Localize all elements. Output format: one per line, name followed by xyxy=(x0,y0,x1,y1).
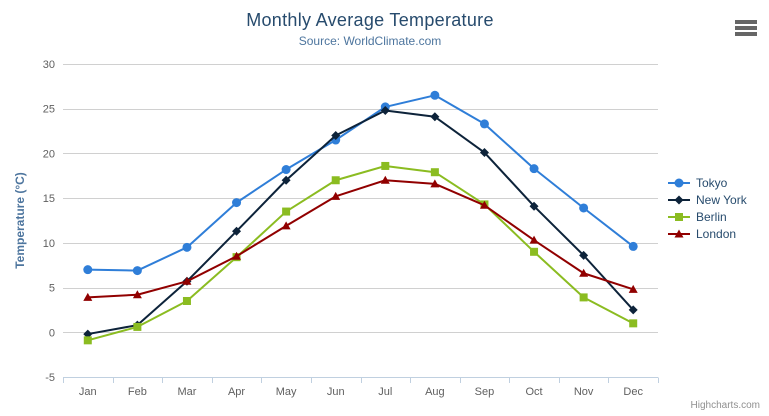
data-point-marker-diamond[interactable] xyxy=(674,195,684,204)
y-axis-tick-label: 0 xyxy=(49,327,55,339)
y-axis-title: Temperature (°C) xyxy=(13,172,27,269)
y-axis-tick-label: 30 xyxy=(43,59,55,71)
data-point-marker-diamond[interactable] xyxy=(628,305,638,315)
legend-item-label: Berlin xyxy=(696,209,727,224)
data-point-marker-diamond[interactable] xyxy=(331,131,341,141)
x-axis-label: Jul xyxy=(378,386,392,398)
legend-item-label: London xyxy=(696,226,737,241)
series-line[interactable] xyxy=(86,109,635,336)
data-point-marker-triangle[interactable] xyxy=(529,235,539,244)
data-point-marker-triangle[interactable] xyxy=(579,268,589,277)
data-point-marker-square[interactable] xyxy=(182,296,191,305)
data-point-marker-square[interactable] xyxy=(579,293,588,302)
data-point-marker-diamond[interactable] xyxy=(430,112,440,122)
series-line[interactable] xyxy=(86,164,635,342)
legend-item-new-york[interactable]: New York xyxy=(668,191,747,208)
legend-marker-circle-icon xyxy=(668,178,690,187)
x-axis-label: May xyxy=(276,386,297,398)
data-point-marker-circle[interactable] xyxy=(281,165,291,175)
data-point-marker-square[interactable] xyxy=(282,207,291,216)
data-point-marker-diamond[interactable] xyxy=(479,148,489,158)
data-point-marker-square[interactable] xyxy=(381,161,390,170)
legend-item-tokyo[interactable]: Tokyo xyxy=(668,174,747,191)
y-axis-tick-label: 25 xyxy=(43,104,55,116)
data-point-marker-triangle[interactable] xyxy=(331,191,341,200)
data-point-marker-circle[interactable] xyxy=(479,119,489,129)
legend-marker-diamond-icon xyxy=(668,195,690,204)
chart-subtitle: Source: WorldClimate.com xyxy=(298,34,442,48)
legend-marker-triangle-icon xyxy=(668,229,690,237)
y-axis-tick-label: 5 xyxy=(49,283,55,295)
data-point-marker-triangle[interactable] xyxy=(430,179,440,188)
data-point-marker-diamond[interactable] xyxy=(281,175,291,185)
x-axis-label: Oct xyxy=(525,386,542,398)
series-new-york xyxy=(83,106,638,339)
y-axis-tick-label: -5 xyxy=(45,372,55,384)
x-axis-label: Apr xyxy=(228,386,245,398)
export-menu-button[interactable] xyxy=(735,20,757,36)
data-point-marker-circle[interactable] xyxy=(529,164,539,174)
y-axis-tick-label: 10 xyxy=(43,238,55,250)
data-point-marker-diamond[interactable] xyxy=(579,250,589,260)
data-point-marker-square[interactable] xyxy=(133,322,142,331)
data-point-marker-triangle[interactable] xyxy=(674,229,684,237)
series-london xyxy=(83,175,638,301)
x-axis-label: Nov xyxy=(574,386,594,398)
legend-item-label: Tokyo xyxy=(696,175,728,190)
x-axis-label: Jun xyxy=(327,386,345,398)
series-line[interactable] xyxy=(86,179,635,299)
data-point-marker-triangle[interactable] xyxy=(479,200,489,209)
data-point-marker-circle[interactable] xyxy=(628,241,638,251)
y-axis-tick-label: 15 xyxy=(43,193,55,205)
data-point-marker-square[interactable] xyxy=(530,247,539,256)
x-axis-label: Dec xyxy=(623,386,643,398)
data-point-marker-circle[interactable] xyxy=(132,266,142,276)
data-point-marker-triangle[interactable] xyxy=(132,290,142,299)
y-axis-tick-label: 20 xyxy=(43,148,55,160)
legend-item-london[interactable]: London xyxy=(668,225,747,242)
hamburger-icon xyxy=(735,26,757,30)
data-point-marker-triangle[interactable] xyxy=(628,284,638,293)
x-axis-label: Feb xyxy=(128,386,147,398)
data-point-marker-circle[interactable] xyxy=(232,198,242,208)
data-point-marker-diamond[interactable] xyxy=(83,329,93,339)
data-point-marker-triangle[interactable] xyxy=(281,221,291,230)
hamburger-icon xyxy=(735,32,757,36)
data-point-marker-square[interactable] xyxy=(675,212,683,221)
data-point-marker-square[interactable] xyxy=(331,176,340,185)
series-line[interactable] xyxy=(86,94,635,272)
chart-title: Monthly Average Temperature xyxy=(246,10,494,30)
data-point-marker-square[interactable] xyxy=(430,168,439,177)
legend-item-berlin[interactable]: Berlin xyxy=(668,208,747,225)
series-tokyo xyxy=(83,90,638,276)
x-axis-label: Aug xyxy=(425,386,445,398)
data-point-marker-triangle[interactable] xyxy=(380,175,390,184)
x-axis-label: Mar xyxy=(177,386,196,398)
data-point-marker-diamond[interactable] xyxy=(380,106,390,116)
data-point-marker-triangle[interactable] xyxy=(232,251,242,260)
legend-item-label: New York xyxy=(696,192,747,207)
data-point-marker-diamond[interactable] xyxy=(529,201,539,211)
data-point-marker-circle[interactable] xyxy=(182,242,192,252)
data-point-marker-circle[interactable] xyxy=(430,90,440,100)
data-point-marker-square[interactable] xyxy=(83,336,92,345)
data-point-marker-triangle[interactable] xyxy=(83,292,93,301)
x-axis-label: Sep xyxy=(475,386,495,398)
x-axis-label: Jan xyxy=(79,386,97,398)
data-point-marker-triangle[interactable] xyxy=(182,276,192,285)
data-point-marker-circle[interactable] xyxy=(579,203,589,213)
data-point-marker-diamond[interactable] xyxy=(232,226,242,236)
legend-marker-square-icon xyxy=(668,212,690,221)
data-point-marker-square[interactable] xyxy=(629,319,638,328)
legend: Tokyo New York Berlin London xyxy=(668,174,747,242)
highcharts-credits-link[interactable]: Highcharts.com xyxy=(690,400,760,411)
data-point-marker-circle[interactable] xyxy=(83,265,93,275)
hamburger-icon xyxy=(735,20,757,24)
data-point-marker-circle[interactable] xyxy=(674,178,684,187)
